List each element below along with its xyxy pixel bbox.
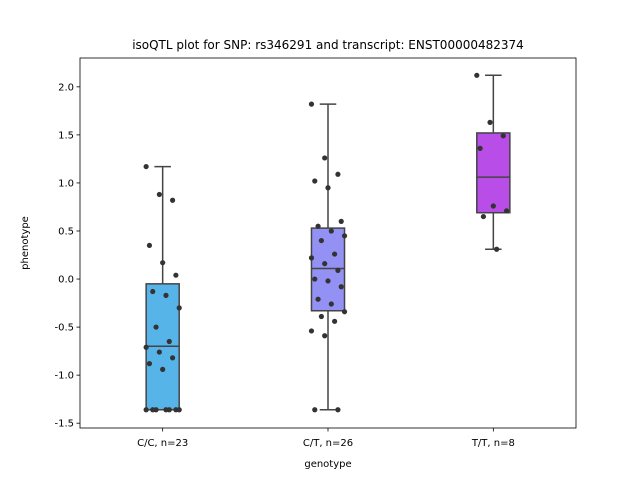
data-point [332, 251, 338, 257]
y-axis: -1.5 -1.0 -0.5 0.0 0.5 1.0 1.5 2.0 [54, 82, 80, 430]
data-point [163, 292, 169, 298]
box-iqr [476, 132, 511, 214]
y-tick-label: 1.0 [58, 178, 74, 189]
data-point [315, 296, 321, 302]
data-point [328, 301, 334, 307]
x-tick-label: C/C, n=23 [137, 438, 188, 449]
data-point [503, 208, 510, 214]
y-axis-label: phenotype [20, 216, 31, 270]
data-point [160, 260, 166, 266]
data-point [166, 407, 172, 413]
data-point [176, 407, 182, 413]
data-point [146, 242, 153, 249]
y-tick-label: -1.0 [54, 371, 74, 382]
box-group-2 [308, 101, 348, 413]
data-point [169, 355, 176, 361]
data-point [338, 218, 344, 224]
data-point [156, 349, 162, 355]
data-point [480, 213, 487, 220]
data-point [322, 155, 328, 161]
data-point [146, 361, 153, 367]
y-tick-label: -1.5 [54, 419, 74, 430]
data-point [169, 197, 176, 203]
data-point [308, 101, 315, 107]
box-series [143, 72, 511, 413]
data-point [173, 272, 179, 278]
x-axis-label: genotype [304, 459, 351, 470]
data-point [166, 338, 172, 345]
data-point [335, 171, 341, 177]
data-point [153, 324, 159, 330]
data-point [490, 203, 496, 209]
data-point [338, 284, 344, 290]
data-point [160, 366, 166, 372]
data-point [325, 185, 331, 191]
x-tick-label: C/T, n=26 [303, 438, 353, 449]
data-point [322, 333, 328, 339]
data-point [328, 228, 334, 234]
data-point [318, 313, 324, 320]
y-tick-label: -0.5 [54, 323, 74, 334]
y-tick-label: 0.0 [58, 275, 74, 286]
data-point [312, 276, 318, 282]
data-point [494, 246, 500, 252]
data-point [335, 267, 341, 273]
chart-title: isoQTL plot for SNP: rs346291 and transc… [132, 38, 524, 52]
data-point [487, 119, 493, 125]
data-point [308, 255, 315, 261]
data-point [143, 163, 149, 170]
data-point [308, 328, 315, 334]
box-group-1 [143, 163, 182, 413]
data-point [143, 407, 149, 413]
data-point [153, 407, 159, 413]
data-point [477, 145, 483, 151]
data-point [322, 261, 328, 267]
x-tick-label: T/T, n=8 [471, 438, 515, 449]
data-point [335, 407, 341, 413]
box-group-3 [474, 72, 511, 252]
data-point [156, 191, 162, 198]
x-axis: C/C, n=23 C/T, n=26 T/T, n=8 [137, 428, 515, 449]
data-point [312, 178, 318, 184]
data-point [315, 223, 321, 229]
data-point [150, 288, 156, 295]
y-tick-label: 1.5 [58, 130, 74, 141]
data-point [474, 72, 480, 78]
data-point [176, 305, 182, 311]
data-point [341, 309, 348, 315]
data-point [143, 344, 149, 350]
data-point [341, 233, 348, 239]
data-point [332, 318, 338, 324]
data-point [325, 278, 331, 284]
y-tick-label: 0.5 [58, 226, 74, 237]
data-point [500, 133, 506, 139]
y-tick-label: 2.0 [58, 82, 74, 93]
data-point [312, 407, 318, 413]
data-point [318, 237, 324, 244]
